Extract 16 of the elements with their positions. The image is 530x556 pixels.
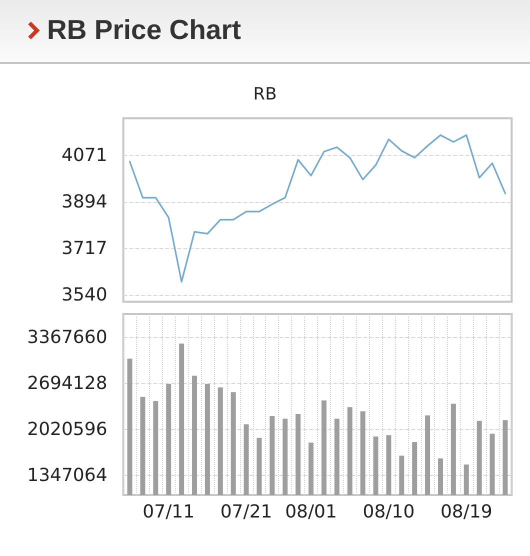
x-tick-label: 08/01 (285, 502, 337, 522)
y-tick-label: 3367660 (27, 327, 108, 348)
x-tick-label: 07/21 (220, 502, 272, 522)
y-tick-label: 3717 (61, 238, 108, 260)
y-tick-label: 4071 (61, 145, 108, 166)
chart-title: RB Price Chart (47, 14, 242, 46)
chart-subtitle: RB (253, 84, 277, 104)
y-tick-label: 2020596 (27, 419, 108, 440)
x-tick-label: 07/11 (142, 502, 195, 522)
y-tick-label: 3894 (61, 192, 108, 213)
y-tick-label: 1347064 (27, 465, 108, 486)
x-tick-label: 08/19 (440, 502, 492, 522)
x-tick-label: 08/10 (362, 502, 415, 522)
y-tick-label: 2694128 (27, 373, 108, 394)
line-series (128, 134, 506, 283)
y-tick-label: 3540 (61, 284, 108, 306)
